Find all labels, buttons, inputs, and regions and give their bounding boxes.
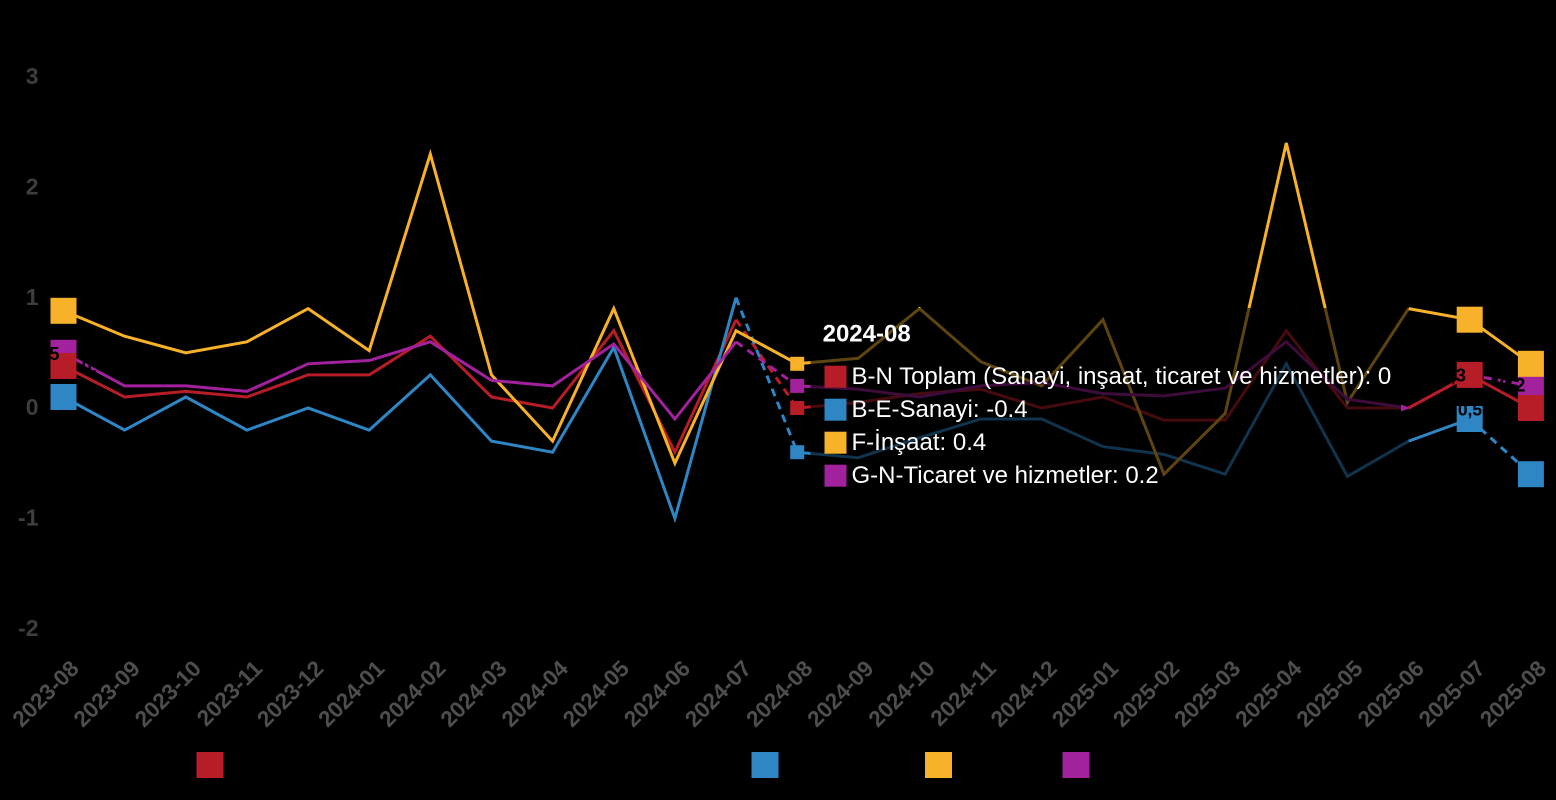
svg-text:F-İnşaat: 0.4: F-İnşaat: 0.4 bbox=[852, 429, 987, 456]
svg-text:-2: -2 bbox=[18, 615, 38, 641]
svg-text:2: 2 bbox=[26, 173, 39, 199]
svg-text:G-N-Ticaret ve hizmetler: 0.2: G-N-Ticaret ve hizmetler: 0.2 bbox=[852, 462, 1159, 489]
svg-text:2024-08: 2024-08 bbox=[823, 320, 911, 347]
svg-text:0,5: 0,5 bbox=[34, 343, 60, 364]
svg-text:1: 1 bbox=[26, 284, 39, 310]
svg-text:3: 3 bbox=[26, 63, 39, 89]
svg-text:-1: -1 bbox=[18, 505, 39, 531]
svg-text:0,5: 0,5 bbox=[1458, 400, 1483, 420]
svg-text:0: 0 bbox=[26, 394, 39, 420]
svg-text:B-N Toplam (Sanayi, inşaat, ti: B-N Toplam (Sanayi, inşaat, ticaret ve h… bbox=[852, 363, 1392, 390]
svg-text:B-E-Sanayi: -0.4: B-E-Sanayi: -0.4 bbox=[852, 396, 1028, 423]
svg-text:0,2: 0,2 bbox=[1499, 376, 1525, 397]
svg-text:0,4: 0,4 bbox=[82, 356, 108, 377]
svg-text:0,3: 0,3 bbox=[1440, 364, 1466, 385]
